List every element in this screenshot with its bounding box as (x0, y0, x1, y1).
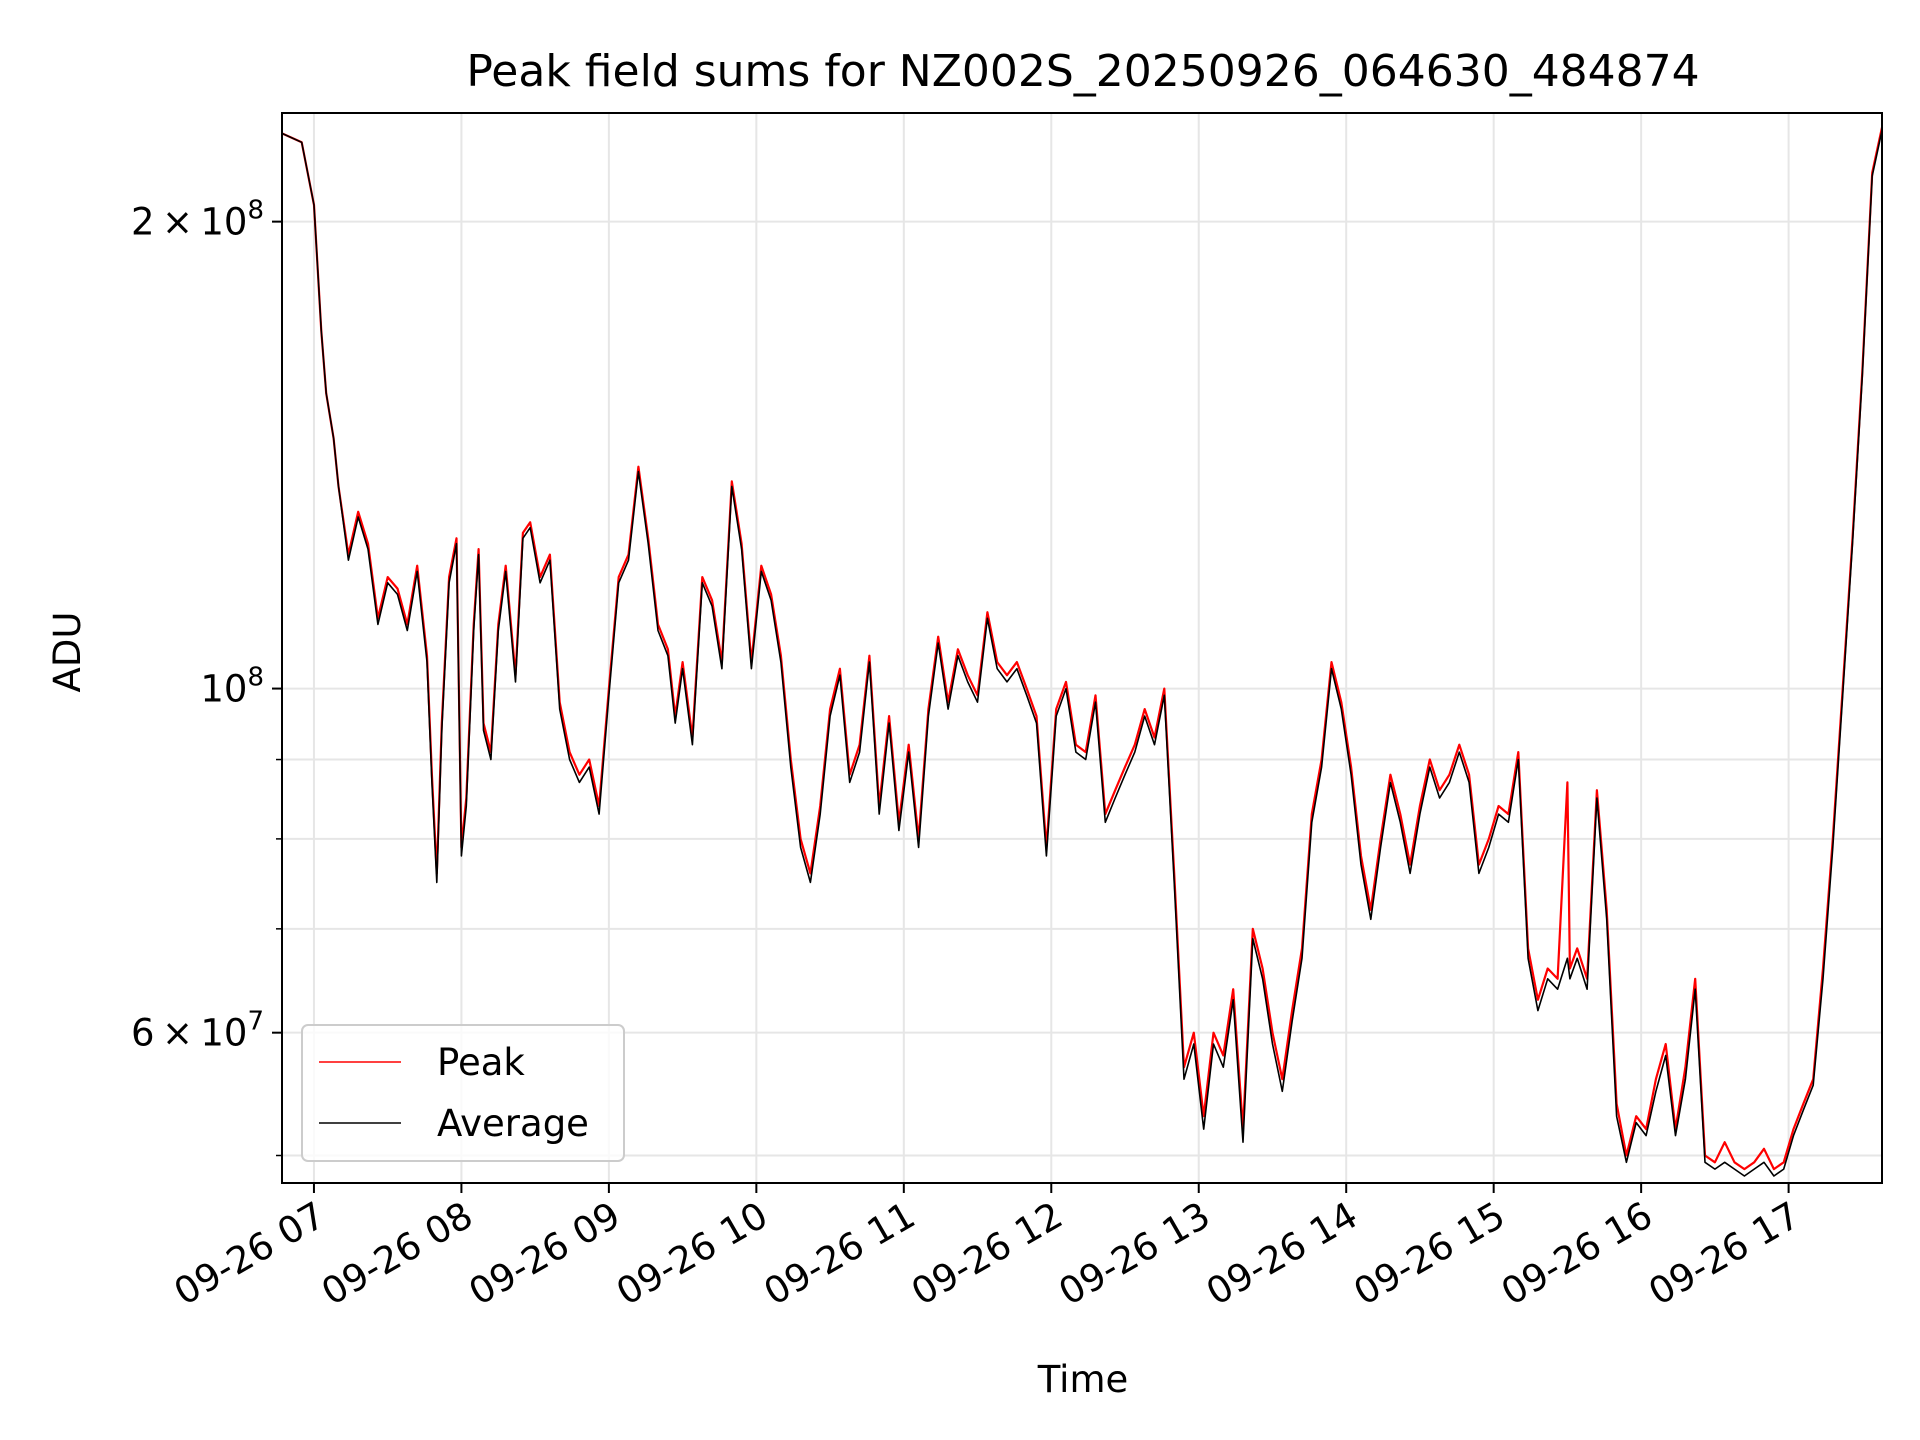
series-line-average (281, 130, 1883, 1177)
x-axis-title: Time (1037, 1358, 1129, 1401)
series-lines (281, 127, 1884, 1177)
legend-peak-label: Peak (437, 1041, 525, 1084)
legend: Peak Average (301, 1024, 625, 1162)
y-tick-label: 2 × 108 (131, 196, 264, 244)
y-axis-ticks: 108 2 × 108 6 × 107 (131, 196, 282, 1157)
y-tick-label: 6 × 107 (131, 1007, 264, 1055)
y-tick-label: 108 (200, 663, 264, 711)
y-axis-title: ADU (46, 612, 89, 693)
legend-box (301, 1024, 625, 1162)
plot-frame (281, 112, 1883, 1184)
legend-average-label: Average (437, 1102, 589, 1145)
chart-title: Peak field sums for NZ002S_20250926_0646… (466, 46, 1699, 97)
grid-lines (282, 113, 1882, 1183)
